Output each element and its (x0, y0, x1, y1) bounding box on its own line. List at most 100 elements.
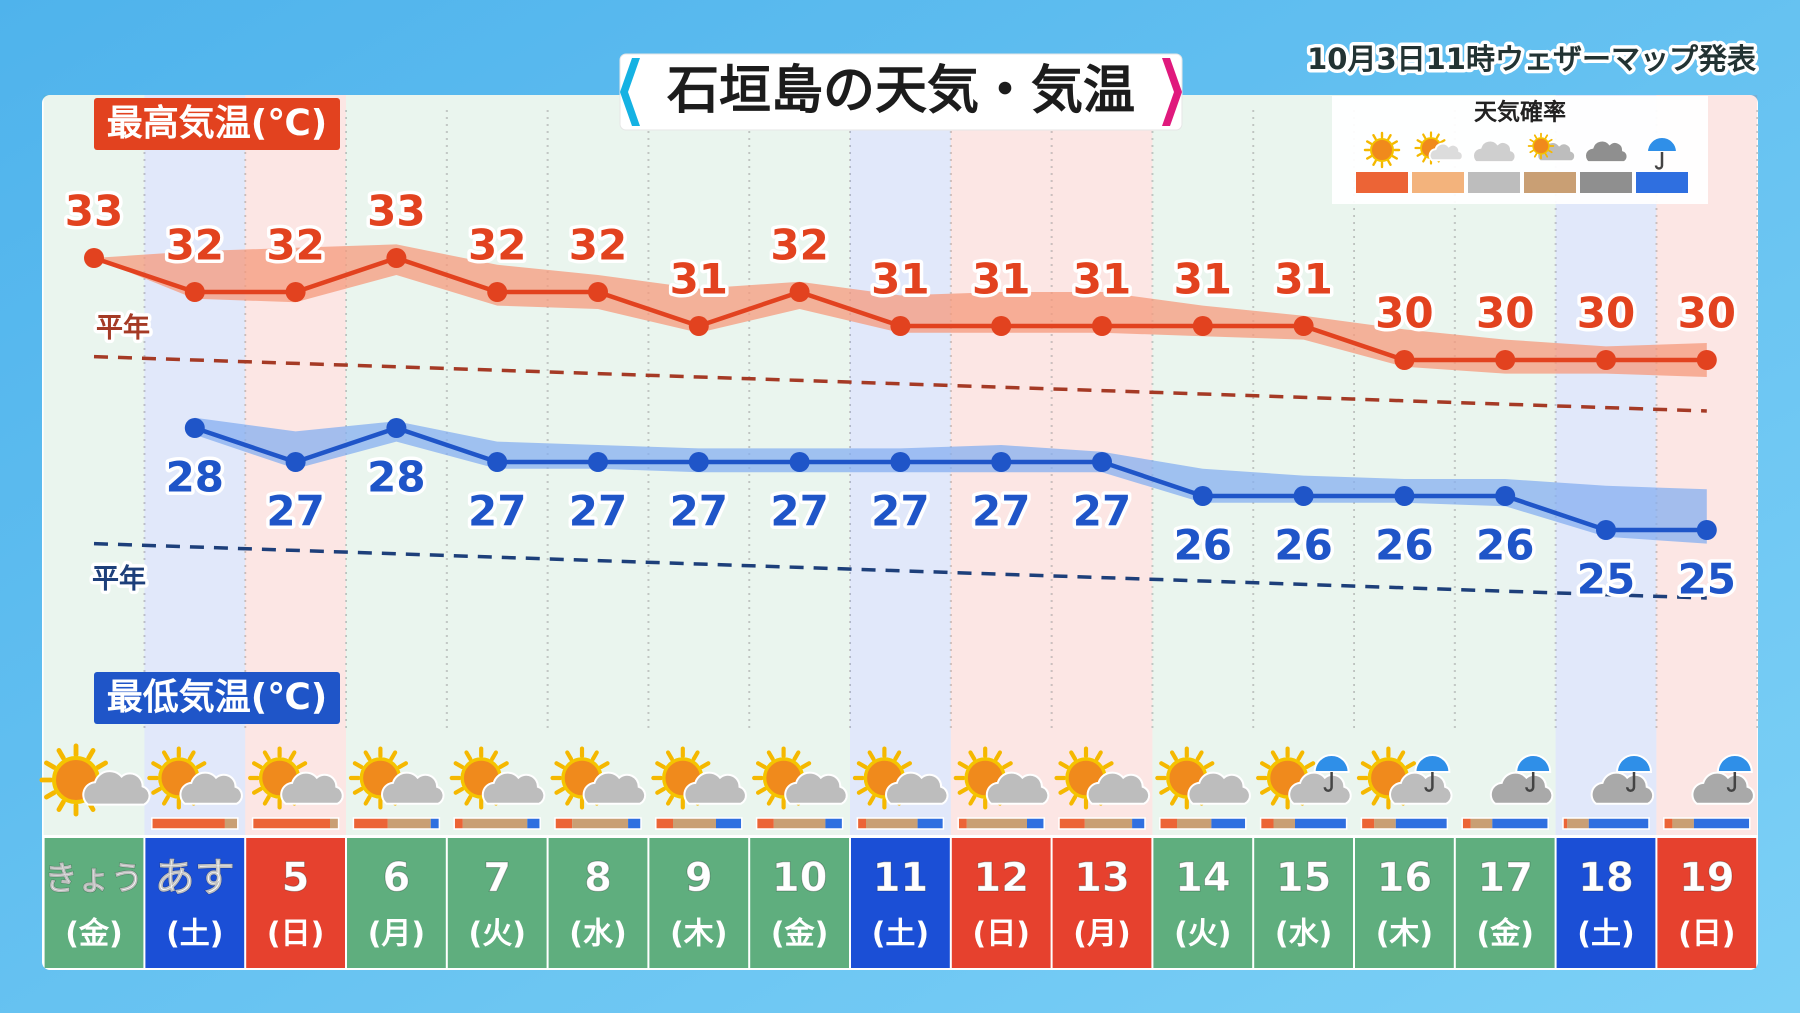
column-bg (1555, 95, 1657, 835)
day-cell (246, 838, 345, 968)
temperature-point (1192, 486, 1213, 506)
weekday-label: (月) (1073, 917, 1130, 952)
sun-ray (1169, 750, 1178, 762)
value-label: 31 (972, 255, 1030, 304)
probability-segment (330, 818, 339, 829)
probability-segment (1588, 818, 1649, 829)
umbrella-icon (1615, 754, 1653, 773)
cloud-icon (1086, 771, 1151, 805)
sun-ray (1422, 133, 1427, 140)
probability-frame (1159, 817, 1247, 830)
value-label: 31 (670, 255, 728, 304)
weather-icon (1691, 754, 1755, 805)
legend-title: 天気確率 (1474, 99, 1566, 126)
sun-ray (1304, 761, 1316, 770)
value-label: 26 (1375, 521, 1433, 570)
temperature-point (1596, 520, 1616, 540)
day-cell (1556, 838, 1656, 968)
sun-ray (1533, 134, 1538, 139)
day-cell (145, 838, 245, 968)
umbrella-handle (1323, 772, 1333, 792)
day-label: あす (155, 855, 235, 901)
legend-swatch (1356, 172, 1408, 193)
probability-segment (1361, 818, 1375, 829)
probability-segment (1295, 818, 1347, 829)
sun-ray (766, 750, 775, 762)
probability-segment (555, 818, 573, 829)
cloud-icon (1389, 771, 1453, 805)
probability-segment (572, 818, 629, 829)
sun-ray (1069, 794, 1078, 806)
sun-ray (1069, 750, 1078, 762)
temperature-point (789, 282, 810, 302)
cloud-icon (82, 770, 151, 806)
sun-ray (252, 786, 263, 795)
column-bg (1354, 95, 1455, 835)
sun-ray (1002, 761, 1013, 770)
umbrella-icon (1716, 754, 1753, 773)
cloud-icon (1472, 139, 1517, 164)
sun-ray (598, 761, 610, 770)
day-label: 11 (873, 855, 929, 901)
temperature-point (386, 248, 407, 268)
weather-icon (248, 746, 344, 810)
sun-ray (957, 786, 969, 795)
sun-ray (1094, 750, 1103, 762)
temperature-point (1394, 350, 1415, 370)
sun-ray (161, 750, 170, 762)
sun-icon (1363, 131, 1401, 169)
range-band (94, 244, 1707, 377)
temperature-point (890, 452, 911, 472)
sun-ray (1416, 139, 1423, 144)
sun-ray (1260, 786, 1271, 795)
umbrella-icon (1414, 754, 1451, 773)
sun-disc (1370, 138, 1394, 162)
probability-segment (966, 818, 1027, 829)
sun-ray (1435, 133, 1440, 140)
value-label: 25 (1577, 555, 1635, 604)
sun-ray (262, 750, 271, 762)
weekday-label: (月) (368, 917, 425, 952)
probability-frame (453, 817, 541, 830)
day-label: 13 (1074, 855, 1130, 901)
temperature-point (890, 316, 911, 336)
sun-ray (867, 750, 876, 762)
sun-ray (86, 748, 96, 761)
sun-ray (1058, 786, 1070, 795)
sun-ray (498, 761, 509, 770)
probability-segment (151, 818, 225, 829)
sun-ray (1548, 138, 1553, 143)
temperature-point (991, 316, 1012, 336)
value-label: 26 (1174, 521, 1232, 570)
umbrella-icon (1313, 754, 1350, 773)
sun-ray (1360, 786, 1372, 795)
probability-segment (430, 818, 440, 829)
sun-icon (147, 746, 211, 810)
value-label: 27 (569, 487, 627, 536)
cloud-icon (1428, 142, 1464, 162)
weather-icon (651, 746, 747, 810)
legend: 天気確率 (1332, 96, 1708, 204)
value-label: 27 (871, 487, 929, 536)
probability-segment (1132, 818, 1145, 829)
sun-ray (1387, 134, 1392, 141)
day-label: 5 (282, 855, 310, 901)
sun-ray (792, 750, 801, 762)
day-label: 8 (584, 855, 612, 901)
weekday-label: (金) (771, 917, 828, 952)
sun-ray (56, 748, 66, 761)
sun-ray (1533, 153, 1538, 158)
probability-segment (1177, 818, 1212, 829)
cloud-icon (1489, 771, 1554, 805)
probability-frame (554, 817, 642, 830)
probability-frame (1663, 817, 1751, 830)
title-box: 石垣島の天気・気温 (619, 53, 1183, 131)
sun-ray (655, 761, 666, 770)
value-label: 27 (468, 487, 526, 536)
sun-ray (151, 786, 162, 795)
day-cell (1455, 838, 1555, 968)
weekday-label: (土) (1577, 917, 1634, 952)
probability-segment (756, 818, 774, 829)
